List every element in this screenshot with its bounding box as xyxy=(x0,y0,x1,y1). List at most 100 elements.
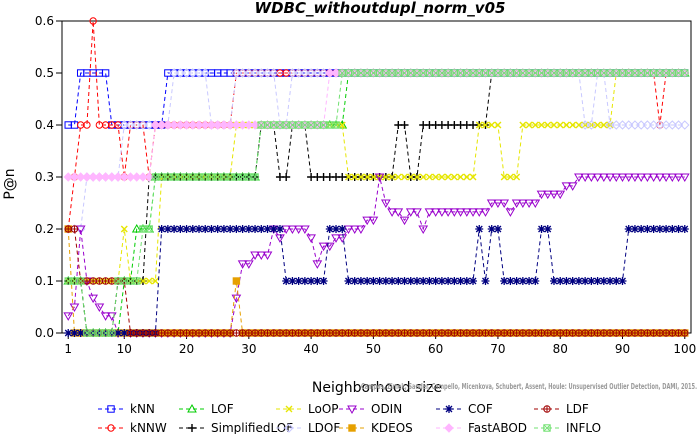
data-point-odin xyxy=(468,208,478,217)
data-point-fastabod xyxy=(107,172,117,182)
data-point-odin xyxy=(549,190,559,200)
data-point-loop xyxy=(562,121,570,129)
data-point-cof xyxy=(275,225,284,233)
data-point-odin xyxy=(331,234,341,243)
legend-marker-knn xyxy=(107,405,115,413)
data-point-loop xyxy=(120,225,128,233)
data-point-ldf xyxy=(245,329,253,337)
data-point-cof xyxy=(444,277,453,285)
data-point-cof xyxy=(612,277,621,285)
data-point-inflo xyxy=(338,69,346,77)
data-point-inflo xyxy=(537,69,546,77)
data-point-ldf xyxy=(575,329,583,337)
data-point-inflo xyxy=(531,69,539,77)
data-point-inflo xyxy=(594,69,602,77)
data-point-ldof xyxy=(312,68,323,78)
data-point-lof xyxy=(131,223,142,233)
data-point-ldf xyxy=(370,329,377,337)
chart-title: WDBC_withoutdupl_norm_v05 xyxy=(255,0,506,17)
data-point-inflo xyxy=(637,69,645,77)
data-point-odin xyxy=(393,208,404,217)
data-point-fastabod xyxy=(163,120,173,130)
y-tick-label: 0.3 xyxy=(35,170,54,184)
data-point-ldf xyxy=(656,329,664,337)
data-point-ldf xyxy=(525,329,533,337)
y-axis: 0.0 0.1 0.2 0.3 0.4 0.5 0.6 xyxy=(35,14,63,340)
data-point-ldof xyxy=(231,68,242,78)
legend-label-odin: ODIN xyxy=(371,402,402,416)
data-point-fastabod xyxy=(75,172,86,182)
legend-marker-fastabod xyxy=(444,423,454,433)
data-point-ldof xyxy=(119,120,129,130)
data-point-ldf xyxy=(170,329,178,337)
legend-marker-inflo xyxy=(543,424,551,432)
data-point-inflo xyxy=(581,69,589,77)
data-point-ldof xyxy=(237,68,248,78)
data-point-knnw xyxy=(114,121,122,129)
data-point-cof xyxy=(655,225,664,233)
data-point-inflo xyxy=(363,69,371,77)
data-point-ldf xyxy=(282,329,290,337)
data-point-inflo xyxy=(369,69,377,77)
data-point-ldof xyxy=(138,120,148,130)
data-point-odin xyxy=(493,199,503,209)
data-point-ldf xyxy=(96,277,103,285)
data-point-inflo xyxy=(344,69,353,77)
data-point-inflo xyxy=(618,69,627,77)
data-point-odin xyxy=(542,190,553,200)
data-point-cof xyxy=(450,277,459,285)
data-point-inflo xyxy=(674,69,683,77)
data-point-ldf xyxy=(407,329,414,337)
legend-item-loop: LoOP xyxy=(276,402,339,416)
data-point-ldof xyxy=(169,68,179,78)
data-point-odin xyxy=(474,208,485,217)
legend-marker-lof xyxy=(187,403,197,413)
data-point-cof xyxy=(587,277,596,285)
data-point-ldof xyxy=(256,68,266,78)
data-point-ldf xyxy=(164,329,172,337)
data-point-cof xyxy=(662,225,671,233)
legend-marker-simplifiedlof xyxy=(188,424,196,432)
data-point-ldf xyxy=(588,329,595,337)
data-point-odin xyxy=(605,173,615,183)
data-point-fastabod xyxy=(219,120,229,130)
data-point-inflo xyxy=(506,69,514,77)
data-point-ldf xyxy=(108,277,116,285)
data-point-inflo xyxy=(643,69,651,77)
data-point-ldf xyxy=(606,329,614,337)
data-point-cof xyxy=(344,277,353,285)
legend-item-simplifiedlof: SimplifiedLOF xyxy=(179,421,293,434)
data-point-inflo xyxy=(519,69,527,77)
data-point-fastabod xyxy=(237,120,248,130)
data-point-odin xyxy=(524,199,534,209)
data-point-ldf xyxy=(519,329,527,337)
legend-label-cof: COF xyxy=(468,402,493,416)
data-point-ldf xyxy=(301,329,309,337)
data-point-inflo xyxy=(145,225,153,233)
y-tick-label: 0.0 xyxy=(35,326,54,340)
data-point-ldf xyxy=(581,329,589,337)
data-point-odin xyxy=(461,208,472,217)
data-point-cof xyxy=(381,277,390,285)
data-point-ldf xyxy=(613,329,620,337)
data-point-cof xyxy=(300,277,309,285)
data-point-loop xyxy=(569,121,577,129)
data-point-odin xyxy=(300,225,310,235)
data-point-cof xyxy=(207,225,216,233)
data-point-ldf xyxy=(89,277,97,285)
data-point-ldof xyxy=(642,120,653,130)
data-point-inflo xyxy=(288,121,296,129)
data-point-loop xyxy=(475,121,483,129)
data-point-inflo xyxy=(463,69,471,77)
data-point-loop xyxy=(594,121,602,129)
data-point-cof xyxy=(568,277,577,285)
data-point-odin xyxy=(636,173,647,183)
data-point-cof xyxy=(257,225,266,233)
data-point-inflo xyxy=(481,69,490,77)
data-point-inflo xyxy=(226,173,234,181)
data-point-inflo xyxy=(83,329,91,337)
data-point-odin xyxy=(368,216,379,226)
data-point-inflo xyxy=(133,277,141,285)
data-point-odin xyxy=(555,190,566,200)
data-point-ldf xyxy=(102,277,109,285)
